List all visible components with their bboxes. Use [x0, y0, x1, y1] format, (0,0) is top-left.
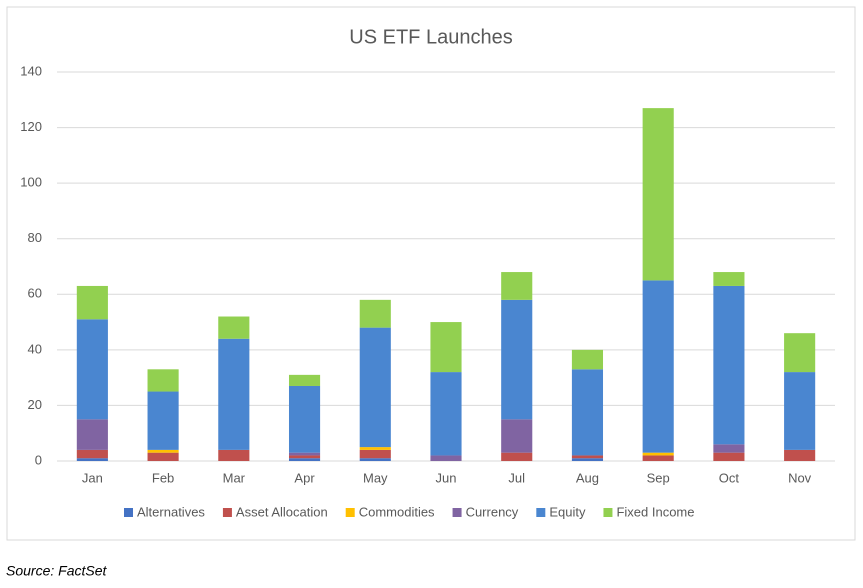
bar-segment [288, 452, 321, 456]
bar-segment [147, 369, 179, 392]
y-tick-label: 120 [20, 119, 42, 134]
x-tick-label: Sep [647, 470, 670, 485]
bar-segment [218, 449, 250, 461]
bar-segment [784, 333, 816, 373]
bar-segment [713, 285, 745, 445]
bar-segment [501, 452, 533, 461]
bar-segment [288, 458, 321, 461]
bar-segment [501, 419, 533, 453]
bar-segment [288, 385, 321, 453]
bar-segment [359, 447, 391, 450]
bar-segment [430, 322, 462, 373]
bar-segment [147, 391, 179, 450]
legend-label: Alternatives [137, 504, 205, 519]
x-tick-label: Aug [576, 470, 599, 485]
bar-segment [76, 458, 108, 461]
bar-segment [501, 272, 533, 300]
y-tick-label: 140 [20, 63, 42, 78]
bar-segment [430, 455, 462, 461]
legend-swatch [124, 508, 133, 517]
x-tick-label: Jun [436, 470, 457, 485]
legend-swatch [452, 508, 462, 517]
legend-swatch [345, 508, 355, 517]
source-note: Source: FactSet [6, 563, 107, 579]
bar-segment [713, 272, 745, 286]
legend-swatch [603, 508, 613, 517]
bar-segment [642, 455, 674, 461]
x-tick-label: May [363, 470, 388, 485]
legend-swatch [222, 508, 232, 517]
chart-title: US ETF Launches [349, 26, 512, 48]
y-tick-label: 60 [28, 286, 42, 301]
legend-label: Commodities [359, 504, 435, 519]
bar-segment [288, 455, 321, 459]
x-tick-label: Nov [788, 470, 812, 485]
bar-segment [784, 372, 816, 450]
bar-segment [713, 444, 745, 453]
bar-segment [642, 452, 674, 456]
y-tick-label: 80 [28, 230, 42, 245]
bar-segment [713, 452, 745, 461]
bar-segment [76, 319, 108, 420]
bar-segment [430, 372, 462, 456]
bar-segment [501, 299, 533, 420]
bar-segment [784, 449, 816, 461]
bar-segment [147, 452, 179, 461]
x-tick-label: Oct [719, 470, 740, 485]
bar-segment [571, 458, 604, 461]
y-tick-label: 20 [28, 397, 42, 412]
bar-segment [642, 280, 674, 453]
bar-segment [359, 299, 391, 328]
x-tick-label: Feb [152, 470, 174, 485]
bar-segment [76, 419, 108, 450]
bar-segment [76, 285, 108, 320]
bar-segment [359, 327, 391, 448]
legend-label: Fixed Income [616, 504, 694, 519]
bar-segment [571, 369, 604, 456]
bar-segment [288, 374, 321, 386]
legend-label: Currency [466, 504, 519, 519]
bar-segment [359, 458, 391, 461]
legend-label: Asset Allocation [236, 504, 328, 519]
x-tick-label: Apr [294, 470, 315, 485]
bar-segment [571, 349, 604, 370]
bar-segment [218, 338, 250, 450]
x-tick-label: Mar [223, 470, 246, 485]
y-tick-label: 40 [28, 341, 42, 356]
x-tick-label: Jan [82, 470, 103, 485]
bar-segment [147, 449, 179, 453]
bar-segment [76, 449, 108, 459]
bar-segment [359, 449, 391, 459]
legend-label: Equity [549, 504, 586, 519]
bar-segment [571, 455, 604, 459]
legend-swatch [536, 508, 546, 517]
y-tick-label: 0 [35, 452, 42, 467]
x-tick-label: Jul [508, 470, 525, 485]
bar-segment [218, 316, 250, 339]
y-tick-label: 100 [20, 175, 42, 190]
bar-segment [642, 108, 674, 281]
